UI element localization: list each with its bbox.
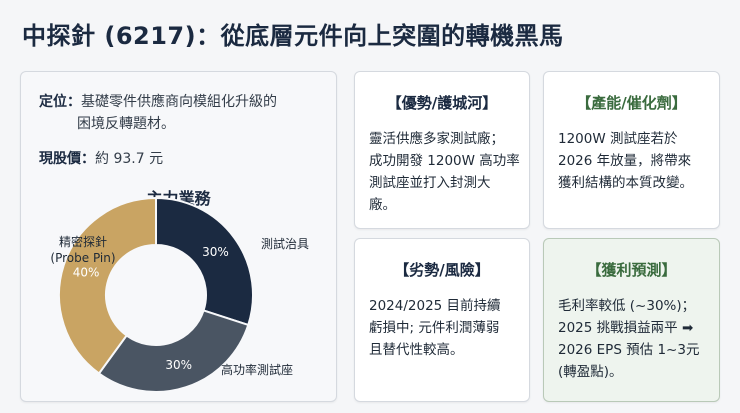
donut-slice-label: 精密探針 xyxy=(59,234,107,249)
business-donut-chart: 30% 測試治具 30% 高功率測試座 40% 精密探針 (Probe Pin) xyxy=(50,196,309,393)
advantage-card: 【優勢/護城河】 靈活供應多家測試廠； 成功開發 1200W 高功率 測試座並打… xyxy=(354,71,530,229)
page-title: 中探針 (6217)：從底層元件向上突圍的轉機黑馬 xyxy=(22,22,564,50)
company-profile-card: 定位：基礎零件供應商向模組化升級的 困境反轉題材。 現股價：約 93.7 元 主… xyxy=(20,71,337,402)
catalyst-line: 獲利結構的本質改變。 xyxy=(558,175,693,191)
advantage-line: 成功開發 1200W 高功率 xyxy=(369,153,520,169)
positioning-text-line2: 困境反轉題材。 xyxy=(77,116,175,132)
advantage-line: 廠。 xyxy=(369,197,396,213)
donut-slice-label: 測試治具 xyxy=(261,236,309,251)
donut-slice-percent: 30% xyxy=(202,245,229,259)
catalyst-line: 2026 年放量，將帶來 xyxy=(558,153,692,169)
risk-card: 【劣勢/風險】 2024/2025 目前持續 虧損中; 元件利潤薄弱 且替代性較… xyxy=(354,238,530,402)
profit-forecast-title: 【獲利預測】 xyxy=(586,261,677,279)
profit-forecast-line: 毛利率較低 (~30%)； xyxy=(558,298,696,314)
advantage-body: 靈活供應多家測試廠； 成功開發 1200W 高功率 測試座並打入封測大 廠。 xyxy=(369,128,520,216)
advantage-line: 靈活供應多家測試廠； xyxy=(369,131,504,147)
donut-slice-percent: 30% xyxy=(165,358,192,372)
risk-line: 虧損中; 元件利潤薄弱 xyxy=(369,320,500,336)
donut-slice xyxy=(97,309,250,393)
profit-forecast-card: 【獲利預測】 毛利率較低 (~30%)； 2025 挑戰損益兩平 ➡ 2026 … xyxy=(543,238,720,402)
donut-slice xyxy=(58,196,157,375)
positioning-block: 定位：基礎零件供應商向模組化升級的 困境反轉題材。 xyxy=(39,91,277,135)
advantage-title: 【優勢/護城河】 xyxy=(386,94,498,112)
catalyst-title: 【產能/催化劑】 xyxy=(576,94,687,112)
risk-line: 且替代性較高。 xyxy=(369,342,464,358)
donut-slice xyxy=(155,196,254,327)
risk-body: 2024/2025 目前持續 虧損中; 元件利潤薄弱 且替代性較高。 xyxy=(369,295,519,361)
profit-forecast-line: (轉盈點)。 xyxy=(558,364,623,380)
advantage-line: 測試座並打入封測大 xyxy=(369,175,491,191)
catalyst-card: 【產能/催化劑】 1200W 測試座若於 2026 年放量，將帶來 獲利結構的本… xyxy=(543,71,720,229)
profit-forecast-body: 毛利率較低 (~30%)； 2025 挑戰損益兩平 ➡ 2026 EPS 預估 … xyxy=(558,295,709,383)
profit-forecast-line: 2026 EPS 預估 1~3元 xyxy=(558,342,700,358)
catalyst-body: 1200W 測試座若於 2026 年放量，將帶來 獲利結構的本質改變。 xyxy=(558,128,709,194)
donut-slice-label: (Probe Pin) xyxy=(50,251,115,265)
profit-forecast-line: 2025 挑戰損益兩平 ➡ xyxy=(558,320,694,336)
stock-price-row: 現股價：約 93.7 元 xyxy=(39,148,163,168)
donut-slice-percent: 40% xyxy=(73,265,100,279)
risk-line: 2024/2025 目前持續 xyxy=(369,298,501,314)
price-label: 現股價： xyxy=(39,151,95,167)
price-value: 約 93.7 元 xyxy=(95,151,164,167)
risk-title: 【劣勢/風險】 xyxy=(394,261,490,279)
donut-slice-label: 高功率測試座 xyxy=(221,362,293,377)
catalyst-line: 1200W 測試座若於 xyxy=(558,131,678,147)
positioning-label: 定位： xyxy=(39,94,81,110)
positioning-text-line1: 基礎零件供應商向模組化升級的 xyxy=(81,94,277,110)
